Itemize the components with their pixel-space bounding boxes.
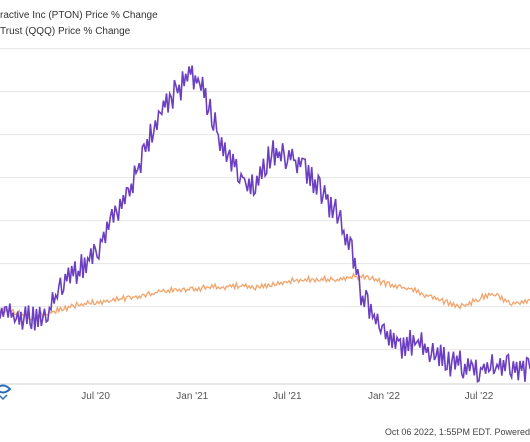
legend: ractive Inc (PTON) Price % Change Trust … [0,8,158,40]
grid-lines [0,48,530,351]
x-tick-label: Jul '21 [273,391,302,402]
legend-label-qqq: Trust (QQQ) Price % Change [0,26,131,37]
ycharts-logo-icon [0,383,12,406]
series-line-pton [0,65,530,383]
x-tick-label: Jul '22 [465,391,494,402]
chart-footer: Oct 06 2022, 1:55PM EDT. Powered [385,427,530,437]
series-line-qqq [0,271,530,321]
legend-item-pton[interactable]: ractive Inc (PTON) Price % Change [0,8,158,24]
x-tick-label: Jan '21 [176,391,208,402]
footer-timestamp: Oct 06 2022, 1:55PM EDT. [384,427,492,437]
footer-powered: Powered [494,427,530,437]
legend-item-qqq[interactable]: Trust (QQQ) Price % Change [0,24,158,40]
series-lines [0,65,530,383]
x-tick-label: Jan '22 [368,391,400,402]
x-tick-label: Jul '20 [81,391,110,402]
legend-label-pton: ractive Inc (PTON) Price % Change [0,10,158,21]
x-axis: Jul '20 Jan '21 Jul '21 Jan '22 Jul '22 [0,383,530,402]
